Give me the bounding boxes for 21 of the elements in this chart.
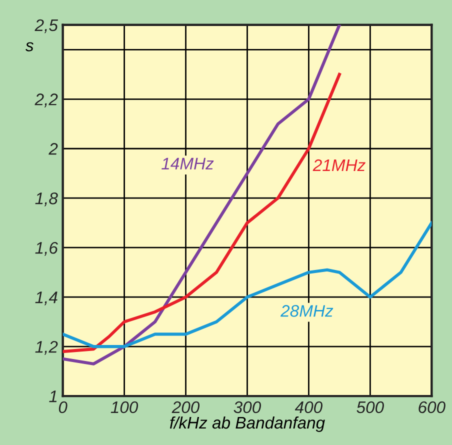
x-tick-label: 0 (58, 401, 68, 414)
x-tick-label: 500 (356, 401, 384, 414)
x-tick-label: 600 (418, 401, 446, 414)
line-series (62, 221, 432, 348)
series-label: 21MHz (312, 159, 366, 171)
x-tick-label: 400 (294, 401, 322, 414)
x-tick-label: 200 (172, 401, 200, 414)
x-tick-label: 300 (234, 401, 262, 414)
x-axis-title: f/kHz ab Bandanfang (170, 416, 325, 432)
y-tick-label: 2,2 (34, 94, 58, 108)
y-tick-label: 2,5 (34, 19, 58, 34)
y-tick-label: 1,4 (35, 292, 58, 306)
y-tick-label: 1 (49, 390, 57, 402)
x-tick-label: 100 (110, 401, 138, 414)
y-axis-title: s (26, 42, 34, 52)
y-tick-label: 2 (48, 143, 58, 155)
y-tick-label: 1,8 (35, 192, 58, 206)
series-label: 28MHz (280, 305, 334, 317)
y-tick-label: 1,2 (35, 340, 58, 355)
y-tick-label: 1,6 (35, 242, 58, 256)
series-label: 14MHz (162, 158, 214, 170)
